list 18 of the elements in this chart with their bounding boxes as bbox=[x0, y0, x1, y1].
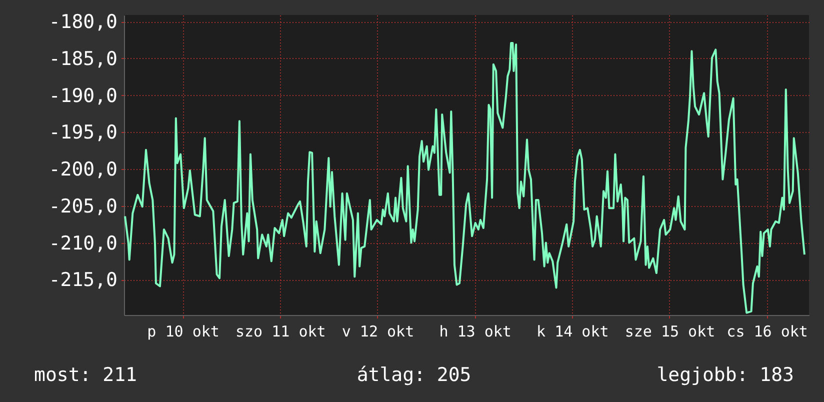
text: átlag: 205 bbox=[356, 364, 472, 386]
y-tick-label: -215,0 bbox=[48, 269, 118, 292]
x-tick-label: sze 15 okt bbox=[624, 322, 716, 340]
text: legjobb: 183 bbox=[656, 364, 794, 386]
y-tick-label: -190,0 bbox=[48, 84, 118, 107]
y-tick-label: -185,0 bbox=[48, 48, 118, 70]
y-tick-label: -200,0 bbox=[48, 158, 118, 181]
x-tick-label: szo 11 okt bbox=[235, 322, 326, 340]
x-tick-label: k 14 okt bbox=[536, 322, 609, 340]
y-tick-label: -205,0 bbox=[48, 195, 118, 218]
y-tick-label: -180,0 bbox=[48, 11, 118, 34]
x-tick-label: v 12 okt bbox=[342, 322, 414, 340]
y-tick-label: -195,0 bbox=[48, 122, 118, 144]
x-tick-label: p 10 okt bbox=[147, 322, 220, 340]
x-tick-label: h 13 okt bbox=[439, 322, 512, 340]
x-tick-label: cs 16 okt bbox=[726, 322, 808, 340]
y-tick-label: -210,0 bbox=[48, 232, 118, 254]
text: most: 211 bbox=[34, 364, 137, 386]
